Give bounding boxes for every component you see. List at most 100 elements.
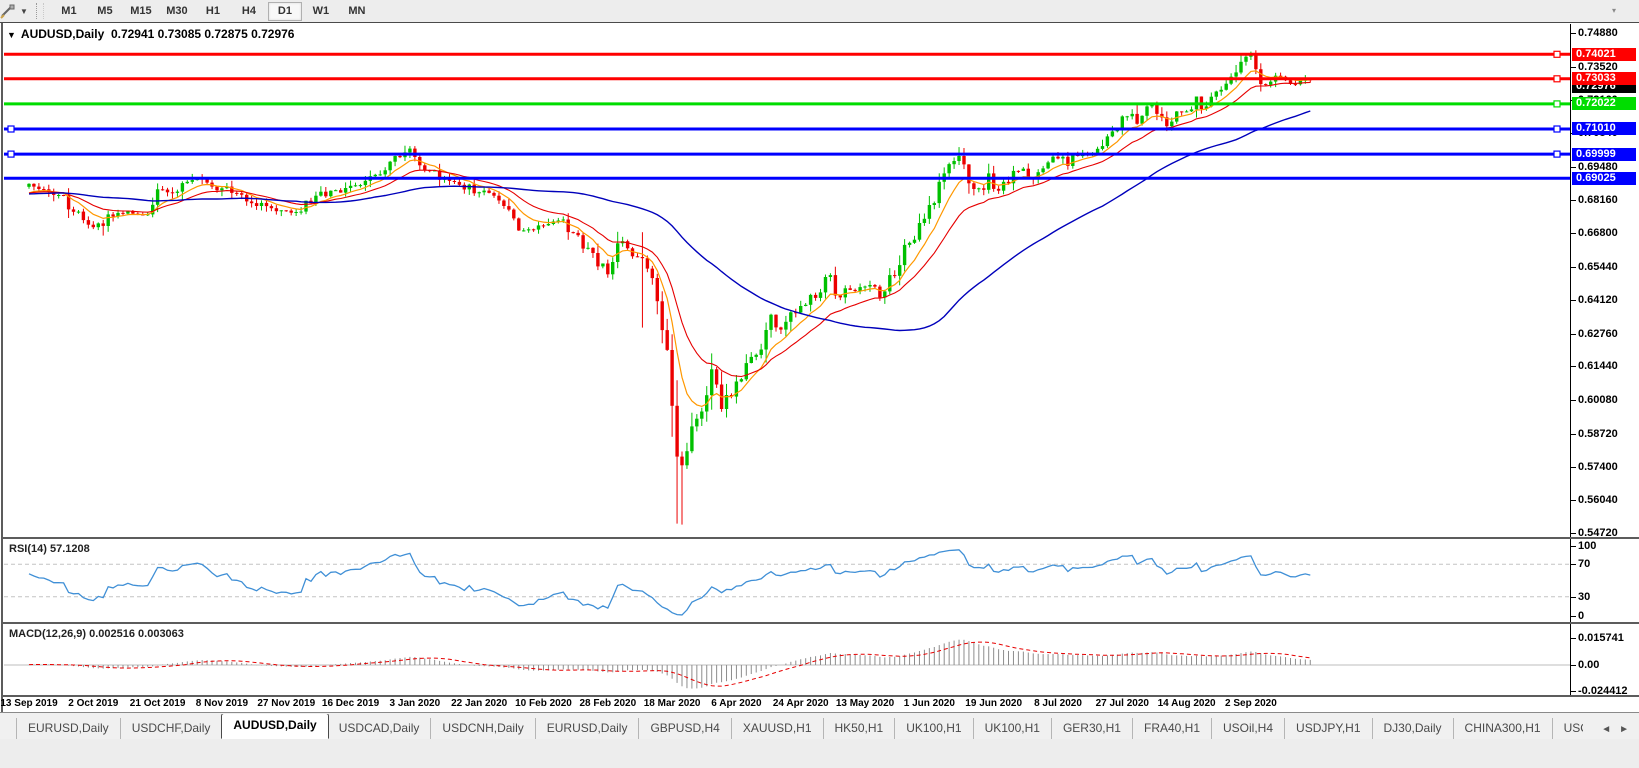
price-axis[interactable]: 0.748800.735200.721600.708400.694800.681…	[1570, 24, 1639, 697]
rsi-axis-label: 0	[1570, 610, 1585, 622]
hline-price-badge[interactable]: 0.69025	[1572, 171, 1636, 185]
rsi-indicator-label: RSI(14) 57.1208	[9, 543, 90, 555]
date-axis-label: 18 Mar 2020	[643, 698, 701, 709]
chart-tab-fra40-h1[interactable]: FRA40,H1	[1133, 718, 1213, 739]
tab-scroll-right-icon[interactable]: ►	[1619, 724, 1629, 735]
toolbar: ▼ M1 M5 M15 M30 H1 H4 D1 W1 MN ▾	[0, 0, 1639, 22]
price-axis-label: 0.56040	[1571, 494, 1618, 507]
chart-tab-usoil-h1[interactable]: USOil,H1	[1553, 718, 1583, 739]
timeframe-button-h4[interactable]: H4	[241, 4, 256, 17]
chart-tab-usdcad-daily[interactable]: USDCAD,Daily	[328, 718, 432, 739]
date-axis-label: 21 Oct 2019	[129, 698, 186, 709]
price-chart-pane[interactable]	[4, 24, 1570, 537]
chart-title: ▼ AUDUSD,Daily 0.72941 0.73085 0.72875 0.…	[7, 27, 294, 41]
date-axis-label: 14 Aug 2020	[1157, 698, 1216, 709]
rsi-axis-label: 70	[1570, 558, 1591, 571]
hline-price-badge[interactable]: 0.71010	[1572, 122, 1636, 136]
timeframe-button-m5[interactable]: M5	[97, 4, 113, 17]
date-axis-label: 3 Jan 2020	[389, 698, 441, 709]
pane-separator[interactable]	[2, 695, 1639, 697]
tool-dropdown-caret-icon[interactable]: ▼	[20, 6, 28, 16]
price-axis-label: 0.64120	[1571, 293, 1618, 306]
hline-price-badge[interactable]: 0.69999	[1572, 147, 1636, 161]
tab-scroll-arrows: ◄ ►	[1583, 724, 1639, 739]
date-axis-label: 2 Sep 2020	[1225, 698, 1277, 709]
timeframe-button-w1[interactable]: W1	[312, 4, 330, 17]
symbol-dropdown-icon[interactable]: ▼	[7, 30, 16, 40]
macd-name: MACD(12,26,9)	[9, 628, 87, 640]
price-axis-label: 0.57400	[1571, 460, 1618, 473]
hline-price-badge[interactable]: 0.73033	[1572, 72, 1636, 86]
chart-tab-usdjpy-h1[interactable]: USDJPY,H1	[1285, 718, 1373, 739]
chart-tab-ger30-h1[interactable]: GER30,H1	[1052, 718, 1133, 739]
price-axis-label: 0.66800	[1571, 227, 1618, 240]
timeframe-button-h1[interactable]: H1	[205, 4, 220, 17]
chart-tab-eurusd-daily[interactable]: EURUSD,Daily	[16, 718, 121, 739]
timeframe-button-d1[interactable]: D1	[267, 1, 302, 21]
date-axis[interactable]: 13 Sep 2019 2 Oct 2019 21 Oct 2019 8 Nov 20…	[0, 698, 1570, 712]
chart-tab-eurusd-daily[interactable]: EURUSD,Daily	[536, 718, 640, 739]
draw-cursor-tool-icon[interactable]	[0, 3, 18, 19]
macd-indicator-pane[interactable]	[4, 625, 1570, 694]
tab-scroll-left-icon[interactable]: ◄	[1601, 724, 1612, 735]
chart-tab-usoil-h4[interactable]: USOil,H4	[1212, 718, 1286, 739]
rsi-name: RSI(14)	[9, 543, 47, 555]
price-axis-label: 0.74880	[1571, 27, 1618, 39]
chart-tab-usdcnh-daily[interactable]: USDCNH,Daily	[431, 718, 536, 739]
chart-tab-xauusd-h1[interactable]: XAUUSD,H1	[732, 718, 824, 739]
price-axis-label: 0.58720	[1571, 427, 1618, 440]
chart-tabs: EURUSD,Daily USDCHF,Daily AUDUSD,Daily USDC…	[0, 714, 1583, 739]
price-axis-label: 0.60080	[1571, 394, 1618, 407]
price-axis-label: 0.61440	[1571, 360, 1618, 373]
macd-indicator-label: MACD(12,26,9) 0.002516 0.003063	[9, 628, 184, 640]
pane-separator[interactable]	[2, 537, 1639, 539]
chart-tab-china300-h1[interactable]: CHINA300,H1	[1454, 718, 1553, 739]
macd-axis-label: 0.00	[1570, 659, 1600, 671]
price-axis-label: 0.65440	[1571, 261, 1618, 274]
chart-tab-bar: EURUSD,Daily USDCHF,Daily AUDUSD,Daily USDC…	[0, 712, 1639, 739]
chart-tab-audusd-daily[interactable]: AUDUSD,Daily	[221, 714, 329, 739]
timeframe-button-m15[interactable]: M15	[130, 4, 152, 17]
chart-ohlc-values: 0.72941 0.73085 0.72875 0.72976	[110, 27, 295, 41]
macd-axis-label: 0.015741	[1571, 632, 1624, 644]
hline-price-badge[interactable]: 0.72022	[1572, 97, 1636, 111]
chart-tab-gbpusd-h4[interactable]: GBPUSD,H4	[639, 718, 732, 739]
date-axis-label: 13 May 2020	[835, 698, 895, 709]
toolbar-overflow-icon[interactable]: ▾	[1612, 6, 1617, 15]
date-axis-label: 27 Jul 2020	[1095, 698, 1149, 709]
date-axis-label: 22 Jan 2020	[451, 698, 508, 709]
price-axis-label: 0.73520	[1571, 60, 1618, 73]
chart-window	[0, 22, 1639, 713]
date-axis-label: 6 Apr 2020	[711, 698, 762, 709]
rsi-indicator-pane[interactable]	[4, 540, 1570, 621]
date-axis-label: 2 Oct 2019	[68, 698, 119, 709]
date-axis-label: 16 Dec 2019	[321, 698, 380, 709]
date-axis-label: 13 Sep 2019	[0, 698, 58, 709]
timeframe-button-group: M1 M5 M15 M30 H1 H4 D1 W1 MN	[52, 1, 374, 21]
date-axis-label: 8 Nov 2019	[195, 698, 249, 709]
price-axis-label: 0.54720	[1571, 527, 1618, 539]
chart-window-border	[1, 23, 3, 712]
status-strip	[0, 738, 1639, 768]
macd-axis-label: -0.024412	[1571, 685, 1628, 697]
toolbar-grip[interactable]	[35, 3, 44, 19]
chart-tab-uk100-h1[interactable]: UK100,H1	[974, 718, 1052, 739]
timeframe-button-mn[interactable]: MN	[348, 4, 366, 17]
rsi-current-value: 57.1208	[49, 543, 90, 555]
hline-price-badge[interactable]: 0.74021	[1572, 47, 1636, 61]
price-axis-label: 0.69480	[1571, 160, 1618, 173]
chart-tab-uk100-h1[interactable]: UK100,H1	[895, 718, 974, 739]
date-axis-label: 10 Feb 2020	[515, 698, 572, 709]
date-axis-label: 19 Jun 2020	[965, 698, 1023, 709]
rsi-axis-label: 30	[1570, 590, 1591, 603]
pane-separator[interactable]	[2, 622, 1639, 624]
timeframe-button-m1[interactable]: M1	[61, 4, 77, 17]
date-axis-label: 27 Nov 2019	[257, 698, 316, 709]
timeframe-button-m30[interactable]: M30	[166, 4, 188, 17]
chart-tab-dj30-daily[interactable]: DJ30,Daily	[1373, 718, 1454, 739]
chart-tab-hk50-h1[interactable]: HK50,H1	[824, 718, 896, 739]
date-axis-label: 1 Jun 2020	[903, 698, 955, 709]
rsi-axis-label: 100	[1570, 540, 1597, 552]
chart-tab-usdchf-daily[interactable]: USDCHF,Daily	[121, 718, 223, 739]
